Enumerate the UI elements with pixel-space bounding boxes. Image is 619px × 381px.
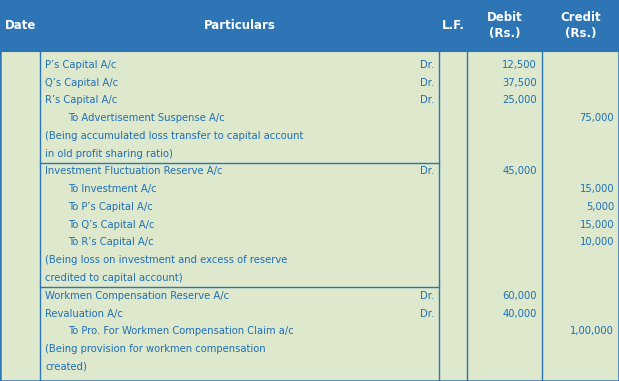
Text: To Pro. For Workmen Compensation Claim a/c: To Pro. For Workmen Compensation Claim a… — [68, 326, 294, 336]
Text: L.F.: L.F. — [442, 19, 465, 32]
Text: Dr.: Dr. — [420, 60, 435, 70]
Text: To P’s Capital A/c: To P’s Capital A/c — [68, 202, 153, 212]
Bar — [0, 0, 619, 51]
Text: Dr.: Dr. — [420, 166, 435, 176]
Text: Debit
(Rs.): Debit (Rs.) — [487, 11, 522, 40]
Text: P’s Capital A/c: P’s Capital A/c — [45, 60, 116, 70]
Text: Workmen Compensation Reserve A/c: Workmen Compensation Reserve A/c — [45, 291, 229, 301]
Text: Investment Fluctuation Reserve A/c: Investment Fluctuation Reserve A/c — [45, 166, 223, 176]
Text: 37,500: 37,500 — [502, 78, 537, 88]
Text: Dr.: Dr. — [420, 78, 435, 88]
Text: 60,000: 60,000 — [502, 291, 537, 301]
Text: Particulars: Particulars — [204, 19, 276, 32]
Text: R’s Capital A/c: R’s Capital A/c — [45, 95, 118, 106]
Text: (Being loss on investment and excess of reserve: (Being loss on investment and excess of … — [45, 255, 288, 265]
Text: To R’s Capital A/c: To R’s Capital A/c — [68, 237, 154, 248]
Text: To Advertisement Suspense A/c: To Advertisement Suspense A/c — [68, 113, 225, 123]
Text: (Being accumulated loss transfer to capital account: (Being accumulated loss transfer to capi… — [45, 131, 303, 141]
Text: credited to capital account): credited to capital account) — [45, 273, 183, 283]
Text: 40,000: 40,000 — [502, 309, 537, 319]
Text: 75,000: 75,000 — [579, 113, 614, 123]
Text: in old profit sharing ratio): in old profit sharing ratio) — [45, 149, 173, 158]
Text: created): created) — [45, 362, 87, 372]
Text: Dr.: Dr. — [420, 291, 435, 301]
Text: 25,000: 25,000 — [502, 95, 537, 106]
Text: 45,000: 45,000 — [502, 166, 537, 176]
Text: 10,000: 10,000 — [579, 237, 614, 248]
Text: Dr.: Dr. — [420, 95, 435, 106]
Text: Q’s Capital A/c: Q’s Capital A/c — [45, 78, 118, 88]
Text: To Q’s Capital A/c: To Q’s Capital A/c — [68, 220, 155, 230]
Text: 1,00,000: 1,00,000 — [570, 326, 614, 336]
Text: 15,000: 15,000 — [579, 220, 614, 230]
Text: To Investment A/c: To Investment A/c — [68, 184, 157, 194]
Text: Credit
(Rs.): Credit (Rs.) — [560, 11, 600, 40]
Text: 15,000: 15,000 — [579, 184, 614, 194]
Text: 12,500: 12,500 — [502, 60, 537, 70]
Text: Revaluation A/c: Revaluation A/c — [45, 309, 123, 319]
Text: 5,000: 5,000 — [586, 202, 614, 212]
Text: Date: Date — [4, 19, 36, 32]
Text: (Being provision for workmen compensation: (Being provision for workmen compensatio… — [45, 344, 266, 354]
Text: Dr.: Dr. — [420, 309, 435, 319]
Bar — [0, 51, 619, 381]
